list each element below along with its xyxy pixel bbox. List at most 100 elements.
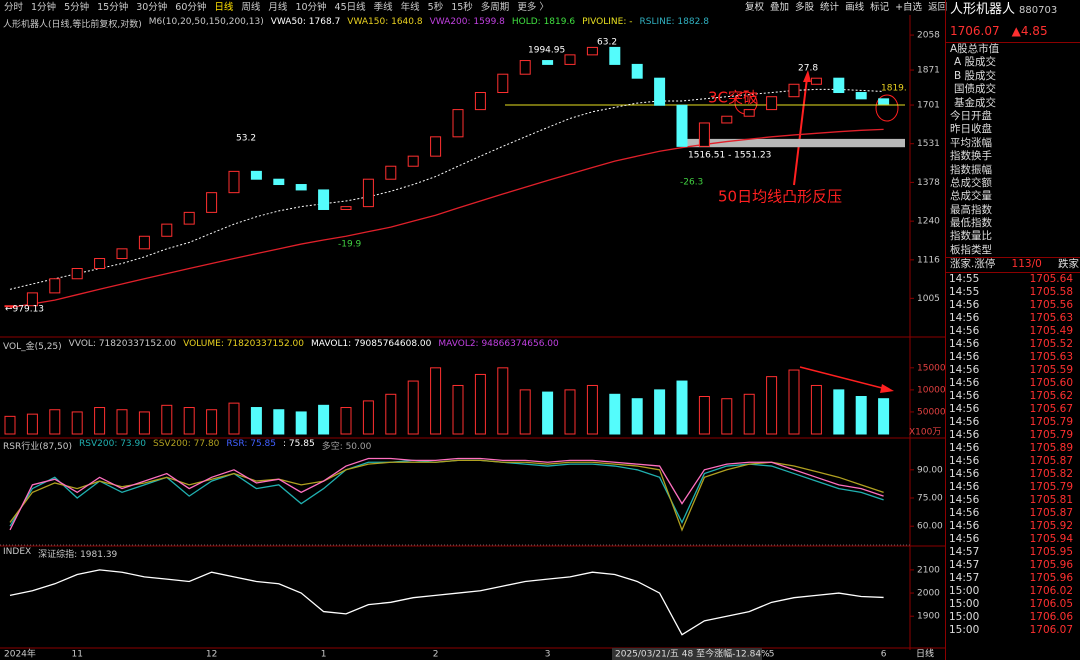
tick-row: 14:56 1705.62 [946, 390, 1080, 403]
candle [71, 268, 83, 280]
panel-header: VOL_金(5,25) VVOL: 71820337152.00 VOLUME: 7… [3, 339, 559, 352]
volume-bar [340, 407, 352, 435]
tool-button[interactable]: 多股 [795, 2, 815, 13]
tick-price: 1705.52 [1029, 337, 1073, 350]
volume-bar [519, 389, 531, 435]
line [9, 457, 884, 531]
header-item: RSR: 75.85 [226, 439, 277, 449]
volume-bar [721, 398, 733, 435]
tick-time: 14:56 [949, 324, 980, 337]
candle [788, 83, 800, 98]
candle [318, 189, 330, 210]
stat: 跌家 [1057, 258, 1079, 271]
tick-time: 15:00 [949, 623, 980, 636]
tick-price: 1705.64 [1029, 272, 1073, 285]
tool-button[interactable]: 画线 [845, 2, 865, 13]
tick-price: 1705.87 [1029, 506, 1073, 519]
tick-price: 1705.79 [1029, 480, 1073, 493]
period-tab[interactable]: 日线 [214, 2, 234, 13]
period-tab[interactable]: 15秒 [451, 2, 473, 13]
y-tick-label: 1531 [917, 139, 940, 149]
volume-bar [273, 409, 285, 435]
ma-line [9, 128, 884, 309]
tick-time: 14:56 [949, 415, 980, 428]
tool-button[interactable]: 返回 [928, 2, 948, 13]
period-tab[interactable]: 分时 [4, 2, 24, 13]
tick-price: 1705.92 [1029, 519, 1073, 532]
tool-button[interactable]: 标记 [870, 2, 890, 13]
candle [721, 115, 733, 124]
candle [161, 223, 173, 237]
period-tab[interactable]: 30分钟 [136, 2, 168, 13]
x-tick-label: 11 [71, 650, 82, 660]
candle [228, 170, 240, 194]
field-label: 今日开盘 [950, 109, 992, 122]
tick-row: 14:56 1705.63 [946, 351, 1080, 364]
circle-annotation [875, 94, 899, 122]
price-band [685, 138, 905, 148]
header-item: MAVOL1: 79085764608.00 [311, 339, 432, 349]
candle [340, 206, 352, 210]
tick-time: 14:56 [949, 298, 980, 311]
period-tab[interactable]: 月线 [268, 2, 288, 13]
period-tab[interactable]: 年线 [400, 2, 420, 13]
candle [631, 63, 643, 79]
annotation: -19.9 [338, 240, 362, 250]
tool-button[interactable]: 叠加 [770, 2, 790, 13]
tick-price: 1705.94 [1029, 532, 1073, 545]
chart-area: 2058187117011531137812401116100553.21994… [0, 15, 945, 660]
tick-price: 1705.56 [1029, 298, 1073, 311]
period-tab[interactable]: 45日线 [334, 2, 366, 13]
candle [743, 109, 755, 117]
header-item: VWA150: 1640.8 [347, 17, 423, 27]
tick-row: 14:56 1705.49 [946, 325, 1080, 338]
field-label: 板指类型 [950, 243, 992, 256]
header-item: 深证综指: 1981.39 [38, 550, 118, 560]
tool-button[interactable]: +自选 [895, 2, 923, 13]
candle [855, 92, 867, 100]
period-tab[interactable]: 5分钟 [64, 2, 90, 13]
period-tab[interactable]: 10分钟 [295, 2, 327, 13]
unit-label: X100万 [909, 428, 941, 438]
period-tab[interactable]: 1分钟 [31, 2, 57, 13]
y-tick-label: 100000 [917, 385, 945, 395]
field-label: 指数量比 [950, 230, 992, 243]
header-item: SSV200: 77.80 [152, 439, 220, 449]
tool-button[interactable]: 复权 [745, 2, 765, 13]
tool-button[interactable]: 统计 [820, 2, 840, 13]
stat: 113/0 [1011, 258, 1042, 271]
period-tab[interactable]: 5秒 [427, 2, 444, 13]
tick-row: 14:56 1705.63 [946, 312, 1080, 325]
period-tab[interactable]: 周线 [241, 2, 261, 13]
stats-row: 涨家.涨停 113/0 跌家 [946, 257, 1080, 273]
candle [497, 73, 509, 94]
volume-bar [452, 384, 464, 435]
tick-price: 1706.07 [1029, 623, 1073, 636]
tick-row: 14:56 1705.87 [946, 507, 1080, 520]
period-tab[interactable]: 多周期 [480, 2, 510, 13]
candle [116, 248, 128, 260]
candle [138, 235, 150, 250]
volume-bar [161, 404, 173, 435]
period-tab[interactable]: 季线 [373, 2, 393, 13]
tick-row: 14:56 1705.89 [946, 442, 1080, 455]
tick-time: 14:56 [949, 532, 980, 545]
header-item: RSLINE: 1882.8 [639, 17, 709, 27]
footer-box [612, 648, 762, 660]
tick-price: 1705.89 [1029, 441, 1073, 454]
tick-row: 14:57 1705.96 [946, 559, 1080, 572]
annotation: 53.2 [236, 134, 256, 144]
y-tick-label: 1871 [917, 66, 940, 76]
period-tab[interactable]: 更多 〉 [517, 2, 549, 13]
tick-price: 1705.96 [1029, 571, 1073, 584]
header-item: VOLUME: 71820337152.00 [183, 339, 305, 349]
volume-bar [631, 398, 643, 435]
last-price: 1706.07 [950, 24, 1000, 38]
period-tab[interactable]: 60分钟 [175, 2, 207, 13]
period-tab[interactable]: 15分钟 [97, 2, 129, 13]
tick-time: 14:56 [949, 389, 980, 402]
candle [295, 184, 307, 191]
y-tick-label: 1116 [917, 255, 940, 265]
tick-price: 1705.79 [1029, 428, 1073, 441]
tool-bar: 复权 叠加 多股 统计 画线 标记 +自选 返回 [742, 0, 950, 15]
